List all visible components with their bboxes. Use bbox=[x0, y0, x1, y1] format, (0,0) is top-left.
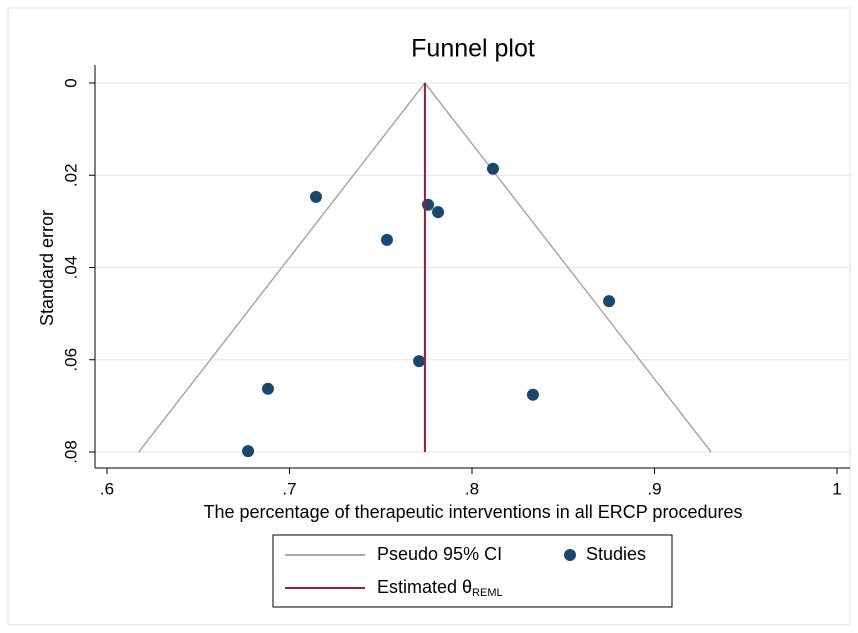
legend-label-text: Pseudo 95% CI bbox=[377, 544, 502, 564]
study-point bbox=[486, 162, 499, 175]
study-point bbox=[432, 206, 445, 219]
legend-swatch bbox=[564, 549, 576, 561]
y-axis-label: Standard error bbox=[37, 210, 57, 326]
x-axis-label: The percentage of therapeutic interventi… bbox=[204, 502, 743, 522]
study-point bbox=[242, 445, 255, 458]
x-tick-label: 1 bbox=[832, 479, 841, 498]
frame bbox=[7, 7, 851, 626]
legend-label: Pseudo 95% CI bbox=[377, 544, 502, 564]
x-tick-label: .9 bbox=[647, 479, 661, 498]
legend-label-text: Studies bbox=[586, 544, 646, 564]
study-point bbox=[603, 295, 616, 308]
legend-label: Studies bbox=[586, 544, 646, 564]
study-point bbox=[526, 388, 539, 401]
y-tick-label: .06 bbox=[61, 348, 80, 372]
legend bbox=[272, 534, 673, 608]
study-point bbox=[422, 198, 435, 211]
x-tick-label: .6 bbox=[100, 479, 114, 498]
x-tick-label: .7 bbox=[282, 479, 296, 498]
x-tick-label: .8 bbox=[465, 479, 479, 498]
legend-label: Estimated θREML bbox=[377, 577, 503, 599]
study-point bbox=[309, 190, 322, 203]
y-tick-label: .04 bbox=[61, 256, 80, 280]
study-point bbox=[261, 382, 274, 395]
study-point bbox=[413, 355, 426, 368]
study-point bbox=[380, 233, 393, 246]
legend-label-subscript: REML bbox=[472, 587, 503, 599]
y-tick-label: .08 bbox=[61, 440, 80, 464]
y-tick-label: 0 bbox=[61, 78, 80, 87]
legend-label-text: Estimated θ bbox=[377, 577, 472, 597]
chart-title: Funnel plot bbox=[411, 35, 535, 63]
y-tick-label: .02 bbox=[61, 163, 80, 187]
